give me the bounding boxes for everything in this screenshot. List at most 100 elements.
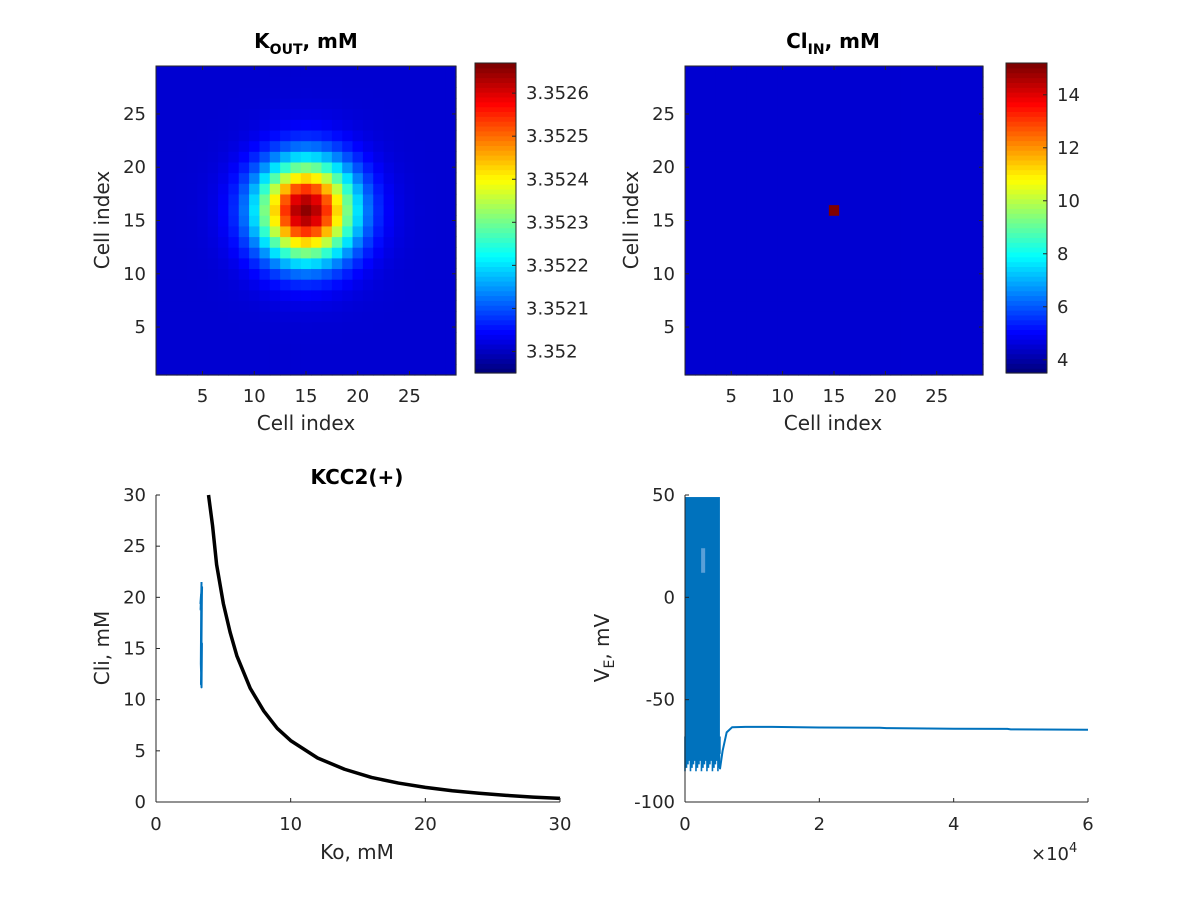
- kout-heatmap-cell: [207, 332, 219, 344]
- clin-y-tick-label: 25: [652, 104, 675, 125]
- clin-heatmap-cell: [941, 161, 953, 174]
- kout-heatmap-cell: [383, 140, 395, 152]
- kout-heatmap-cell: [280, 87, 292, 99]
- kout-heatmap-cell: [238, 172, 250, 184]
- kout-heatmap-cell: [393, 257, 405, 270]
- clin-heatmap-cell: [921, 161, 933, 174]
- clin-heatmap-cell: [715, 129, 727, 142]
- clin-heatmap-cell: [839, 236, 851, 248]
- clin-heatmap-cell: [767, 66, 779, 78]
- clin-heatmap-cell: [767, 321, 779, 333]
- kout-heatmap-cell: [228, 364, 240, 376]
- kout-heatmap-cell: [156, 247, 167, 259]
- kout-heatmap-cell: [259, 236, 271, 248]
- kout-heatmap-cell: [445, 321, 457, 333]
- clin-heatmap-cell: [715, 343, 727, 355]
- clin-heatmap-cell: [921, 151, 933, 163]
- clin-heatmap-cell: [972, 87, 984, 99]
- clin-title: ClIN, mM: [786, 29, 880, 58]
- clin-heatmap-cell: [798, 215, 809, 227]
- clin-heatmap-cell: [941, 87, 953, 99]
- clin-heatmap-cell: [972, 108, 984, 120]
- kout-heatmap-cell: [352, 97, 364, 110]
- kout-heatmap-cell: [362, 247, 374, 259]
- kout-heatmap-cell: [311, 151, 323, 163]
- kout-heatmap-cell: [280, 268, 292, 280]
- kout-heatmap-cell: [259, 353, 271, 365]
- kout-heatmap-cell: [321, 321, 333, 333]
- kout-colorbar-segment: [475, 135, 516, 142]
- clin-colorbar: [1006, 63, 1047, 374]
- clin-heatmap-cell: [828, 364, 840, 376]
- clin-heatmap-cell: [962, 97, 974, 110]
- clin-heatmap-cell: [890, 343, 902, 355]
- clin-heatmap-cell: [715, 257, 727, 270]
- clin-heatmap-cell: [911, 76, 922, 88]
- kout-heatmap-cell: [311, 364, 323, 376]
- kout-heatmap-cell: [321, 289, 333, 302]
- kout-heatmap-cell: [445, 204, 457, 216]
- kout-heatmap-cell: [373, 66, 385, 78]
- kout-heatmap-cell: [228, 300, 240, 312]
- kout-heatmap-cell: [269, 268, 281, 280]
- kout-heatmap-cell: [404, 268, 416, 280]
- clin-heatmap-cell: [685, 215, 696, 227]
- clin-heatmap-cell: [962, 204, 974, 216]
- clin-heatmap-cell: [787, 76, 799, 88]
- kout-heatmap-cell: [342, 183, 354, 195]
- clin-heatmap-cell: [818, 204, 830, 216]
- clin-y-tick-label: 10: [652, 264, 675, 285]
- kout-heatmap-cell: [280, 364, 292, 376]
- clin-heatmap-cell: [972, 119, 984, 131]
- clin-x-tick-label: 20: [874, 386, 897, 407]
- kout-heatmap-cell: [393, 215, 405, 227]
- clin-heatmap-cell: [931, 321, 943, 333]
- kout-heatmap-cell: [280, 161, 292, 174]
- kcc2-series-line: [199, 581, 204, 689]
- clin-heatmap-cell: [695, 76, 707, 88]
- clin-heatmap-cell: [828, 97, 840, 110]
- clin-heatmap-cell: [900, 268, 912, 280]
- kout-heatmap-cell: [249, 204, 261, 216]
- clin-heatmap-cell: [818, 183, 830, 195]
- clin-heatmap-cell: [808, 332, 820, 344]
- kout-heatmap-cell: [228, 76, 240, 88]
- kout-heatmap-cell: [249, 108, 261, 120]
- kout-heatmap-cell: [331, 321, 343, 333]
- kout-heatmap-cell: [249, 247, 261, 259]
- clin-heatmap-cell: [715, 289, 727, 302]
- clin-heatmap-cell: [715, 108, 727, 120]
- clin-heatmap-cell: [900, 247, 912, 259]
- kout-heatmap-cell: [362, 300, 374, 312]
- kout-heatmap-cell: [352, 268, 364, 280]
- clin-heatmap-cell: [777, 321, 789, 333]
- kout-heatmap-cell: [156, 108, 167, 120]
- kout-heatmap-cell: [207, 151, 219, 163]
- kout-heatmap-cell: [404, 66, 416, 78]
- kout-x-tick-label: 25: [398, 386, 421, 407]
- kout-heatmap-cell: [435, 364, 447, 376]
- ve-spike-gap: [701, 548, 706, 573]
- kout-heatmap-cell: [352, 151, 364, 163]
- kout-heatmap-cell: [166, 321, 178, 333]
- clin-heatmap-cell: [818, 161, 830, 174]
- clin-heatmap-cell: [808, 129, 820, 142]
- clin-heatmap-cell: [859, 332, 871, 344]
- kout-heatmap-cell: [342, 300, 354, 312]
- kout-heatmap-cell: [352, 172, 364, 184]
- clin-heatmap-cell: [921, 268, 933, 280]
- kout-heatmap-cell: [207, 215, 219, 227]
- kout-colorbar-segment: [475, 285, 516, 292]
- kcc2-y-tick-label: 20: [123, 587, 146, 608]
- clin-heatmap-cell: [736, 76, 748, 88]
- kout-heatmap-cell: [238, 300, 250, 312]
- kout-heatmap-cell: [383, 204, 395, 216]
- kout-heatmap-cell: [424, 108, 436, 120]
- clin-heatmap-cell: [849, 204, 861, 216]
- kout-heatmap-cell: [424, 76, 436, 88]
- clin-colorbar-segment: [1006, 295, 1047, 301]
- kout-heatmap-cell: [404, 172, 416, 184]
- kout-heatmap-cell: [187, 119, 198, 131]
- kout-heatmap-cell: [207, 204, 219, 216]
